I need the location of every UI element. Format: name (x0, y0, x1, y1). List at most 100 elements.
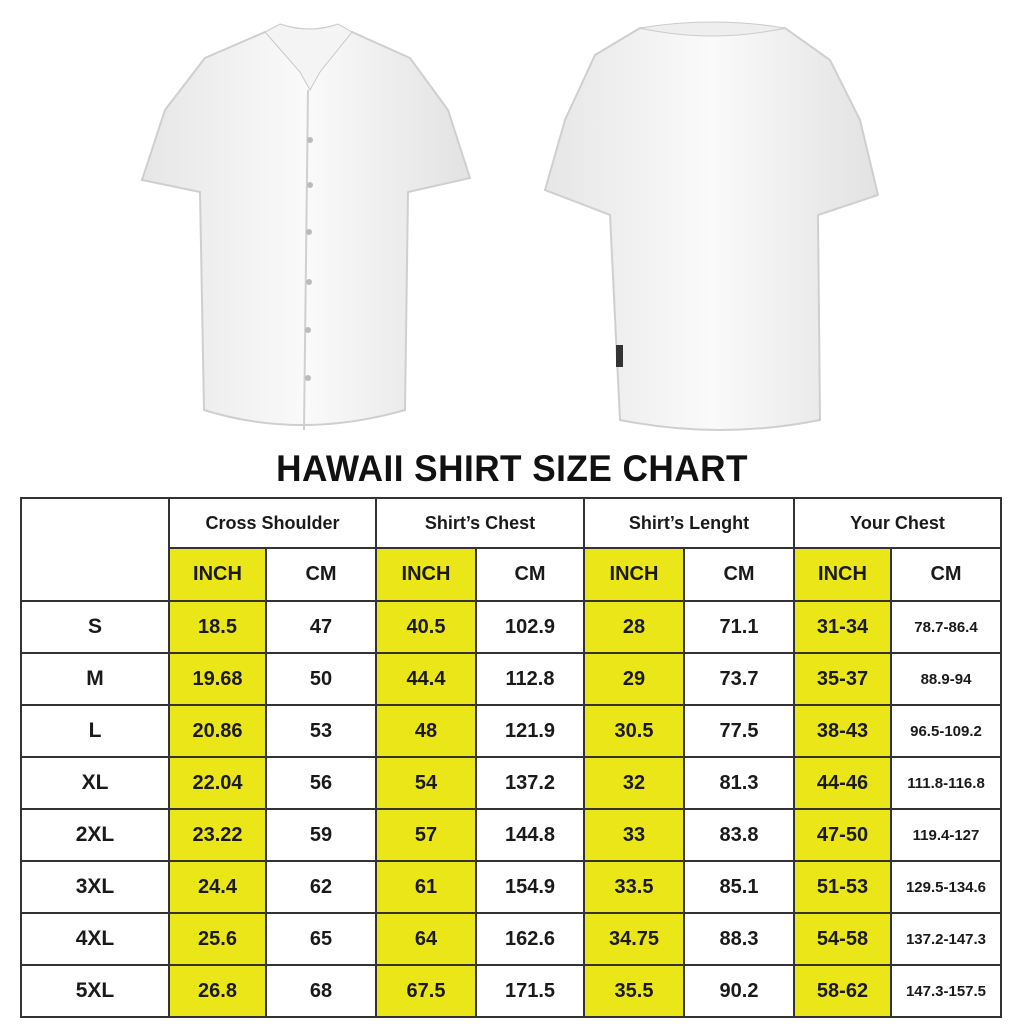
inch-value: 38-43 (793, 704, 892, 758)
inch-value: 48 (375, 704, 477, 758)
shirt-front-image (140, 23, 472, 431)
inch-value: 67.5 (375, 964, 477, 1018)
cm-value: 71.1 (683, 600, 795, 654)
unit-cm: CM (265, 547, 377, 602)
unit-cm: CM (890, 547, 1002, 602)
inch-value: 30.5 (583, 704, 685, 758)
size-label: L (20, 704, 170, 758)
shirt-back-image (543, 21, 880, 431)
inch-value: 28 (583, 600, 685, 654)
group-header-your-chest: Your Chest (793, 497, 1002, 549)
inch-value: 22.04 (168, 756, 267, 810)
cm-value: 65 (265, 912, 377, 966)
cm-value: 102.9 (475, 600, 585, 654)
unit-header-row: INCH CM INCH CM INCH CM INCH CM (21, 547, 1002, 602)
cm-value: 73.7 (683, 652, 795, 706)
cm-value: 96.5-109.2 (890, 704, 1002, 758)
inch-value: 47-50 (793, 808, 892, 862)
inch-value: 32 (583, 756, 685, 810)
unit-cm: CM (475, 547, 585, 602)
inch-value: 29 (583, 652, 685, 706)
unit-inch: INCH (583, 547, 685, 602)
cm-value: 137.2-147.3 (890, 912, 1002, 966)
cm-value: 119.4-127 (890, 808, 1002, 862)
inch-value: 33.5 (583, 860, 685, 914)
table-row: 5XL 26.8 68 67.5 171.5 35.5 90.2 58-62 147.3-157… (20, 964, 1002, 1018)
group-header-row: Cross Shoulder Shirt’s Chest Shirt’s Len… (20, 497, 1002, 602)
inch-value: 31-34 (793, 600, 892, 654)
inch-value: 23.22 (168, 808, 267, 862)
inch-value: 35-37 (793, 652, 892, 706)
table-row: 4XL 25.6 65 64 162.6 34.75 88.3 54-58 137.2-147.… (20, 912, 1002, 966)
cm-value: 81.3 (683, 756, 795, 810)
inch-value: 44-46 (793, 756, 892, 810)
table-row: XL 22.04 56 54 137.2 32 81.3 44-46 111.8-116.8 (20, 756, 1002, 810)
unit-inch: INCH (168, 547, 267, 602)
cm-value: 147.3-157.5 (890, 964, 1002, 1018)
table-row: S 18.5 47 40.5 102.9 28 71.1 31-34 78.7-86.4 (20, 600, 1002, 654)
unit-cm: CM (683, 547, 795, 602)
cm-value: 83.8 (683, 808, 795, 862)
cm-value: 56 (265, 756, 377, 810)
inch-value: 64 (375, 912, 477, 966)
cm-value: 85.1 (683, 860, 795, 914)
cm-value: 88.3 (683, 912, 795, 966)
cm-value: 137.2 (475, 756, 585, 810)
cm-value: 129.5-134.6 (890, 860, 1002, 914)
unit-inch: INCH (375, 547, 477, 602)
inch-value: 58-62 (793, 964, 892, 1018)
corner-cell (20, 497, 170, 602)
cm-value: 77.5 (683, 704, 795, 758)
group-header-shirt-length: Shirt’s Lenght (583, 497, 795, 549)
cm-value: 62 (265, 860, 377, 914)
inch-value: 35.5 (583, 964, 685, 1018)
group-header-cross-shoulder: Cross Shoulder (168, 497, 377, 549)
inch-value: 25.6 (168, 912, 267, 966)
inch-value: 26.8 (168, 964, 267, 1018)
cm-value: 171.5 (475, 964, 585, 1018)
chart-title: HAWAII SHIRT SIZE CHART (276, 448, 748, 489)
size-chart-table: Cross Shoulder Shirt’s Chest Shirt’s Len… (20, 497, 1002, 1018)
inch-value: 18.5 (168, 600, 267, 654)
inch-value: 24.4 (168, 860, 267, 914)
inch-value: 33 (583, 808, 685, 862)
cm-value: 88.9-94 (890, 652, 1002, 706)
inch-value: 19.68 (168, 652, 267, 706)
size-label: 4XL (20, 912, 170, 966)
inch-value: 54 (375, 756, 477, 810)
size-label: 2XL (20, 808, 170, 862)
table-row: M 19.68 50 44.4 112.8 29 73.7 35-37 88.9-94 (20, 652, 1002, 706)
table-row: L 20.86 53 48 121.9 30.5 77.5 38-43 96.5-109.2 (20, 704, 1002, 758)
group-header-shirt-chest: Shirt’s Chest (375, 497, 585, 549)
size-label: XL (20, 756, 170, 810)
size-label: 5XL (20, 964, 170, 1018)
size-label: 3XL (20, 860, 170, 914)
cm-value: 144.8 (475, 808, 585, 862)
cm-value: 78.7-86.4 (890, 600, 1002, 654)
inch-value: 40.5 (375, 600, 477, 654)
cm-value: 111.8-116.8 (890, 756, 1002, 810)
cm-value: 112.8 (475, 652, 585, 706)
cm-value: 59 (265, 808, 377, 862)
shirt-images (140, 21, 880, 431)
size-label: M (20, 652, 170, 706)
size-label: S (20, 600, 170, 654)
inch-value: 34.75 (583, 912, 685, 966)
cm-value: 162.6 (475, 912, 585, 966)
inch-value: 61 (375, 860, 477, 914)
inch-value: 51-53 (793, 860, 892, 914)
table-row: 2XL 23.22 59 57 144.8 33 83.8 47-50 119.4-127 (20, 808, 1002, 862)
cm-value: 121.9 (475, 704, 585, 758)
inch-value: 44.4 (375, 652, 477, 706)
cm-value: 68 (265, 964, 377, 1018)
cm-value: 50 (265, 652, 377, 706)
inch-value: 54-58 (793, 912, 892, 966)
cm-value: 47 (265, 600, 377, 654)
cm-value: 90.2 (683, 964, 795, 1018)
inch-value: 57 (375, 808, 477, 862)
cm-value: 154.9 (475, 860, 585, 914)
cm-value: 53 (265, 704, 377, 758)
inch-value: 20.86 (168, 704, 267, 758)
table-row: 3XL 24.4 62 61 154.9 33.5 85.1 51-53 129.5-134.6 (20, 860, 1002, 914)
unit-inch: INCH (793, 547, 892, 602)
